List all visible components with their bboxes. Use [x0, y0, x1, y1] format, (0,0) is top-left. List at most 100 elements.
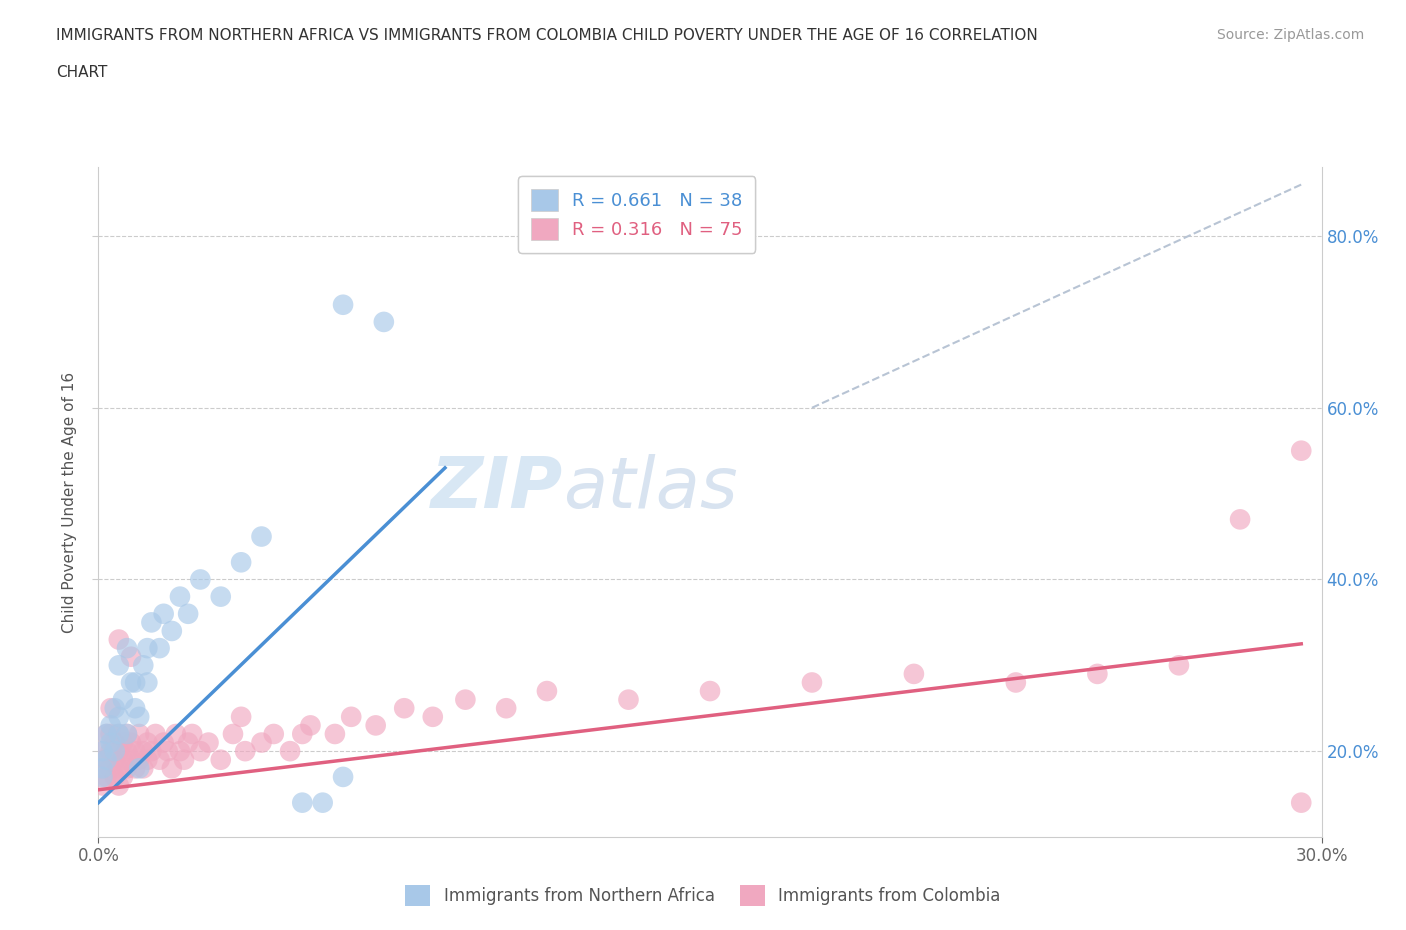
Point — [91, 778, 114, 793]
Point — [111, 752, 134, 767]
Point — [699, 684, 721, 698]
Point — [115, 726, 138, 741]
Point — [1291, 795, 1313, 810]
Point — [299, 718, 322, 733]
Point — [209, 590, 232, 604]
Point — [100, 735, 122, 750]
Point — [136, 675, 159, 690]
Point — [128, 710, 150, 724]
Point — [332, 298, 354, 312]
Point — [177, 735, 200, 750]
Point — [124, 761, 146, 776]
Point — [149, 752, 172, 767]
Point — [1004, 675, 1026, 690]
Point — [454, 692, 477, 707]
Point — [124, 744, 146, 759]
Point — [91, 769, 114, 784]
Point — [141, 744, 163, 759]
Point — [124, 675, 146, 690]
Point — [91, 761, 114, 776]
Point — [188, 744, 212, 759]
Point — [160, 623, 183, 638]
Point — [132, 761, 155, 776]
Point — [197, 735, 219, 750]
Point — [104, 752, 127, 767]
Point — [173, 752, 195, 767]
Point — [250, 529, 273, 544]
Point — [136, 752, 159, 767]
Point — [120, 675, 142, 690]
Point — [111, 769, 134, 784]
Point — [160, 761, 183, 776]
Point — [108, 658, 131, 672]
Text: CHART: CHART — [56, 65, 108, 80]
Point — [222, 726, 245, 741]
Point — [169, 744, 191, 759]
Point — [91, 744, 114, 759]
Point — [120, 752, 142, 767]
Point — [100, 761, 122, 776]
Point — [128, 761, 150, 776]
Text: atlas: atlas — [564, 455, 738, 524]
Point — [111, 692, 134, 707]
Point — [278, 744, 301, 759]
Point — [104, 735, 127, 750]
Point — [1229, 512, 1251, 526]
Point — [392, 701, 416, 716]
Point — [96, 726, 118, 741]
Point — [188, 572, 212, 587]
Point — [104, 744, 127, 759]
Point — [104, 769, 127, 784]
Point — [128, 752, 150, 767]
Y-axis label: Child Poverty Under the Age of 16: Child Poverty Under the Age of 16 — [62, 372, 77, 632]
Legend: R = 0.661   N = 38, R = 0.316   N = 75: R = 0.661 N = 38, R = 0.316 N = 75 — [517, 177, 755, 253]
Point — [332, 769, 354, 784]
Point — [115, 726, 138, 741]
Point — [801, 675, 824, 690]
Point — [91, 744, 114, 759]
Text: IMMIGRANTS FROM NORTHERN AFRICA VS IMMIGRANTS FROM COLOMBIA CHILD POVERTY UNDER : IMMIGRANTS FROM NORTHERN AFRICA VS IMMIG… — [56, 28, 1038, 43]
Point — [291, 726, 314, 741]
Point — [120, 735, 142, 750]
Point — [250, 735, 273, 750]
Point — [132, 744, 155, 759]
Point — [422, 710, 444, 724]
Point — [373, 314, 395, 329]
Point — [115, 641, 138, 656]
Point — [91, 761, 114, 776]
Point — [128, 726, 150, 741]
Point — [165, 726, 187, 741]
Point — [124, 701, 146, 716]
Point — [108, 726, 131, 741]
Point — [312, 795, 335, 810]
Point — [152, 735, 174, 750]
Point — [100, 726, 122, 741]
Point — [96, 752, 118, 767]
Point — [111, 735, 134, 750]
Point — [136, 735, 159, 750]
Point — [209, 752, 232, 767]
Point — [495, 701, 517, 716]
Point — [1085, 667, 1108, 682]
Point — [231, 710, 253, 724]
Text: Source: ZipAtlas.com: Source: ZipAtlas.com — [1216, 28, 1364, 42]
Point — [104, 701, 127, 716]
Point — [233, 744, 256, 759]
Point — [364, 718, 387, 733]
Point — [903, 667, 925, 682]
Point — [115, 761, 138, 776]
Point — [100, 701, 122, 716]
Point — [156, 744, 179, 759]
Point — [108, 632, 131, 647]
Point — [1167, 658, 1189, 672]
Point — [323, 726, 346, 741]
Point — [152, 606, 174, 621]
Legend: Immigrants from Northern Africa, Immigrants from Colombia: Immigrants from Northern Africa, Immigra… — [399, 879, 1007, 912]
Point — [149, 641, 172, 656]
Point — [141, 615, 163, 630]
Point — [115, 744, 138, 759]
Point — [136, 641, 159, 656]
Point — [177, 606, 200, 621]
Point — [96, 769, 118, 784]
Point — [100, 718, 122, 733]
